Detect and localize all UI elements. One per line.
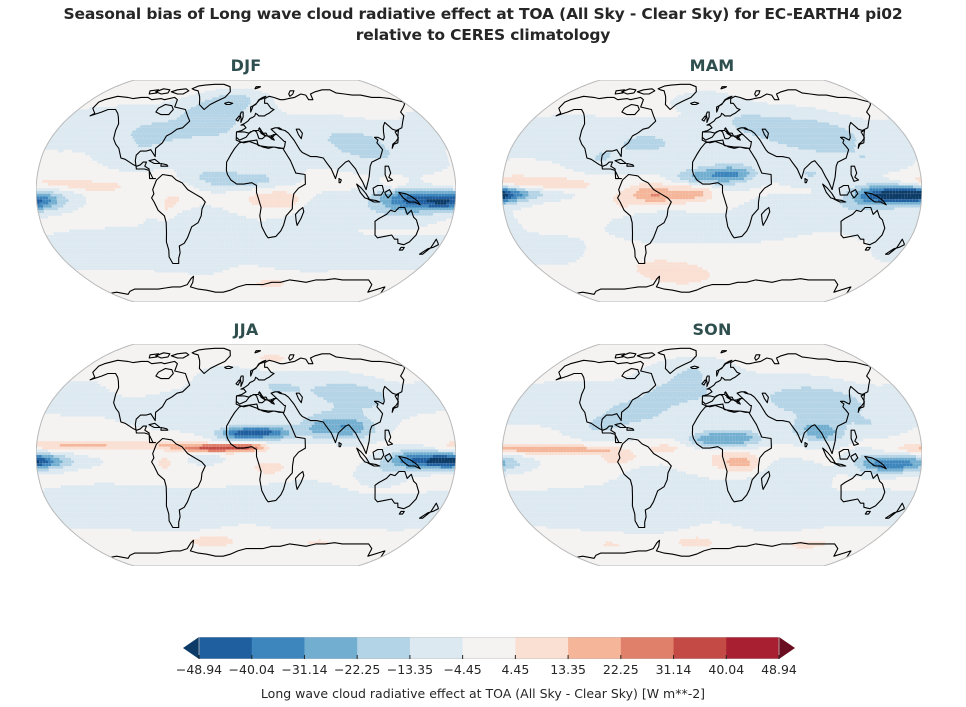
map-svg-mam — [502, 80, 922, 302]
map-outline — [36, 344, 456, 566]
map-outline — [502, 80, 922, 302]
colorbar-tick-labels: −48.94 −40.04 −31.14 −22.25 −13.35 −4.45 4.45 1… — [176, 662, 797, 678]
panel-title-djf: DJF — [36, 56, 456, 75]
map-svg-djf — [36, 80, 456, 302]
colorbar-extend-high — [779, 637, 795, 659]
colorbar-axis-label: Long wave cloud radiative effect at TOA … — [0, 686, 966, 701]
panel-title-jja: JJA — [36, 320, 456, 339]
coastlines — [89, 83, 439, 295]
colorbar-extend-low — [183, 637, 199, 659]
colorbar-svg — [183, 637, 795, 659]
panel-title-son: SON — [502, 320, 922, 339]
colorbar-tick-label: −13.35 — [387, 662, 433, 677]
map-djf[interactable] — [36, 80, 456, 302]
map-son[interactable] — [502, 344, 922, 566]
coastlines — [89, 347, 439, 559]
panel-title-mam: MAM — [502, 56, 922, 75]
map-mam[interactable] — [502, 80, 922, 302]
figure-title-line2: relative to CERES climatology — [0, 25, 966, 46]
coastlines — [555, 347, 905, 559]
colorbar-tick-label: −4.45 — [443, 662, 481, 677]
colorbar-tick-label: 13.35 — [550, 662, 586, 677]
figure-title-line1: Seasonal bias of Long wave cloud radiati… — [63, 5, 902, 23]
colorbar-tick-label: 31.14 — [656, 662, 692, 677]
map-svg-son — [502, 344, 922, 566]
map-panel-djf[interactable]: DJF — [36, 56, 456, 312]
coastlines — [555, 83, 905, 295]
map-outline — [502, 344, 922, 566]
colorbar-tick-label: 40.04 — [708, 662, 744, 677]
colorbar-tick-label: −40.04 — [229, 662, 275, 677]
map-jja[interactable] — [36, 344, 456, 566]
map-outline — [36, 80, 456, 302]
colorbar-tick-label: −31.14 — [281, 662, 327, 677]
map-panel-son[interactable]: SON — [502, 320, 922, 576]
data-field — [36, 354, 456, 547]
colorbar-tick-label: −22.25 — [334, 662, 380, 677]
figure-title: Seasonal bias of Long wave cloud radiati… — [0, 4, 966, 46]
colorbar-tick-label: 22.25 — [603, 662, 639, 677]
map-svg-jja — [36, 344, 456, 566]
colorbar-tick-label: −48.94 — [176, 662, 222, 677]
map-panel-mam[interactable]: MAM — [502, 56, 922, 312]
colorbar[interactable] — [183, 637, 795, 659]
colorbar-tick-label: 48.94 — [761, 662, 797, 677]
data-field — [502, 90, 922, 285]
colorbar-tick-label: 4.45 — [501, 662, 529, 677]
map-panel-jja[interactable]: JJA — [36, 320, 456, 576]
